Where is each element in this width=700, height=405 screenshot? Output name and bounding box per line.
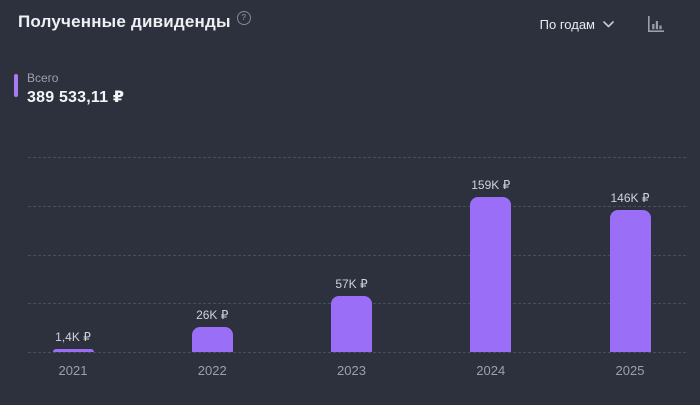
legend-color-bar	[14, 74, 18, 97]
bar-2025[interactable]	[609, 210, 651, 352]
total-summary: Всего 389 533,11 ₽	[14, 71, 124, 107]
help-icon[interactable]: ?	[236, 11, 251, 25]
total-value: 389 533,11 ₽	[27, 89, 125, 106]
total-label: Всего	[27, 71, 59, 85]
x-axis-label-2025: 2025	[615, 363, 645, 378]
page-title: Полученные дивиденды	[18, 12, 231, 31]
bar-value-label-2022: 26K ₽	[196, 308, 229, 322]
bar-2021[interactable]	[52, 349, 94, 352]
x-axis-label-2021: 2021	[58, 363, 88, 378]
header-controls: По годам	[540, 15, 666, 34]
period-dropdown[interactable]: По годам	[540, 17, 614, 32]
bar-chart-icon	[648, 16, 664, 32]
x-axis-label-2023: 2023	[337, 363, 366, 378]
bar-2023[interactable]	[331, 296, 372, 352]
bar-value-label-2021: 1,4K ₽	[55, 330, 91, 344]
gridline-200000	[28, 157, 686, 158]
chart-type-button[interactable]	[646, 15, 666, 34]
bar-value-label-2025: 146K ₽	[610, 191, 650, 205]
x-axis-label-2024: 2024	[476, 363, 506, 378]
bar-value-label-2024: 159K ₽	[471, 178, 511, 192]
total-block: Всего 389 533,11 ₽	[27, 71, 124, 107]
gridline-150000	[28, 205, 686, 207]
chevron-down-icon	[603, 21, 614, 28]
gridline-0	[28, 352, 686, 353]
gridline-100000	[28, 254, 686, 256]
bar-2024[interactable]	[470, 197, 512, 352]
period-dropdown-label: По годам	[539, 17, 595, 32]
x-axis-label-2022: 2022	[197, 363, 227, 378]
bar-2022[interactable]	[191, 327, 233, 352]
bar-value-label-2023: 57K ₽	[335, 277, 368, 291]
panel-header: Полученные дивиденды ?	[18, 11, 251, 32]
